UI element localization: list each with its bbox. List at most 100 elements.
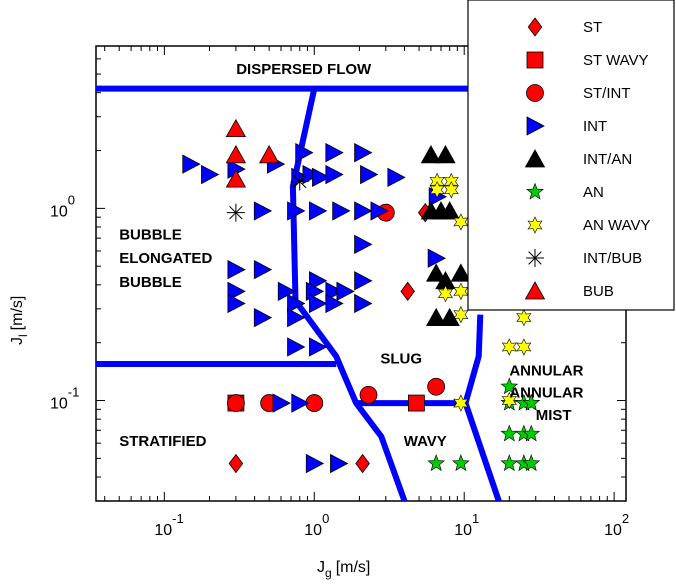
legend-marker-int-an (524, 149, 546, 168)
marker-int-an (425, 307, 447, 327)
boundary-line-6 (462, 314, 484, 404)
marker-an (522, 424, 541, 442)
legend-marker-bub (524, 281, 546, 300)
legend-marker-an-wavy (527, 216, 543, 234)
marker-int (360, 164, 379, 185)
marker-int (253, 259, 273, 280)
x-tick-label: 101 (454, 511, 479, 539)
legend-label-int-an: INT/AN (583, 151, 632, 168)
marker-int-an (439, 201, 460, 220)
legend-label-st-wavy: ST WAVY (583, 52, 649, 69)
legend: ST ST WAVY ST/INT INT INT/AN AN AN WAVY INT/BUB… (467, 0, 675, 311)
marker-int (309, 201, 328, 221)
marker-int (272, 393, 291, 413)
y-tick-label: 100 (50, 192, 75, 220)
marker-int (295, 142, 314, 163)
boundary-line-5 (462, 402, 502, 502)
marker-int-bub (226, 203, 245, 222)
region-label: DISPERSED FLOW (236, 61, 372, 78)
marker-int (277, 281, 297, 302)
x-axis-title: Jg [m/s] (317, 559, 370, 580)
legend-box (467, 0, 675, 311)
marker-int (253, 201, 273, 221)
marker-bub (225, 169, 247, 188)
region-label: BUBBLE (119, 226, 182, 243)
legend-marker-st-int (526, 84, 544, 102)
y-axis-title: Jl [m/s] (9, 296, 30, 345)
y-tick-label: 10-1 (50, 385, 79, 413)
legend-marker-st-wavy (526, 51, 544, 69)
marker-int (309, 337, 328, 357)
marker-an-wavy (516, 338, 532, 356)
tick-labels: 10-1 100 101 102 10-1 100 (50, 192, 629, 539)
marker-an (500, 377, 519, 395)
y-axis-title-sub: l (16, 334, 30, 337)
marker-int (287, 201, 306, 221)
legend-label-st-int: ST/INT (583, 85, 631, 102)
region-label: MIST (536, 407, 572, 424)
marker-bub (225, 145, 247, 164)
marker-int (325, 281, 344, 302)
marker-int (354, 201, 373, 221)
region-label: BUBBLE (119, 274, 182, 291)
legend-label-bub: BUB (583, 283, 614, 300)
marker-int-an (420, 145, 442, 164)
x-tick-label: 100 (304, 511, 329, 539)
marker-st (400, 281, 415, 302)
marker-int (312, 167, 331, 188)
marker-int (354, 234, 373, 254)
marker-int-an (439, 307, 460, 327)
legend-marker-an (526, 182, 544, 200)
marker-an-wavy (453, 394, 469, 412)
marker-int (330, 453, 349, 474)
region-label: WAVY (404, 433, 447, 450)
x-axis-title-sub: g (325, 566, 332, 580)
marker-int (291, 393, 310, 413)
region-labels: DISPERSED FLOW BUBBLE ELONGATED BUBBLE SLUG A… (119, 61, 583, 450)
legend-label-int: INT (583, 118, 607, 135)
marker-int (354, 293, 373, 314)
x-axis-title-main: J (317, 559, 325, 576)
marker-bub (258, 145, 280, 164)
marker-an-wavy (501, 391, 517, 410)
y-axis-title-unit: [m/s] (9, 296, 26, 331)
marker-an-wavy (516, 308, 532, 327)
data-markers (182, 118, 541, 474)
region-label: SLUG (380, 350, 422, 367)
marker-an (500, 424, 519, 442)
marker-int-an (425, 263, 447, 282)
marker-an (451, 454, 470, 472)
marker-int (387, 167, 406, 188)
marker-int-bub (290, 172, 309, 191)
marker-int-an (450, 263, 472, 282)
marker-int (305, 453, 325, 474)
x-tick-label: 102 (604, 511, 629, 539)
marker-int (182, 154, 201, 174)
marker-int (332, 201, 351, 221)
marker-int (287, 293, 306, 314)
marker-int (427, 248, 447, 268)
marker-int-an (435, 145, 456, 164)
marker-int (309, 293, 328, 314)
region-label: STRATIFIED (119, 433, 206, 450)
marker-int (336, 281, 355, 302)
region-label: ELONGATED (119, 250, 212, 267)
marker-int (227, 259, 246, 280)
marker-int (227, 281, 246, 302)
legend-marker-int (526, 116, 545, 136)
legend-marker-st (527, 17, 543, 37)
marker-int (253, 307, 273, 328)
marker-int (287, 307, 306, 328)
legend-label-st: ST (583, 19, 602, 36)
marker-an-wavy (443, 181, 459, 199)
marker-an (500, 454, 519, 472)
marker-an-wavy (501, 338, 517, 356)
marker-int (302, 164, 321, 185)
x-tick-label: 10-1 (154, 511, 183, 539)
legend-label-int-bub: INT/BUB (583, 250, 642, 267)
boundary-line-2 (289, 87, 408, 503)
legend-label-an-wavy: AN WAVY (583, 217, 651, 234)
region-label: ANNULAR (509, 362, 583, 379)
marker-int (201, 164, 220, 185)
